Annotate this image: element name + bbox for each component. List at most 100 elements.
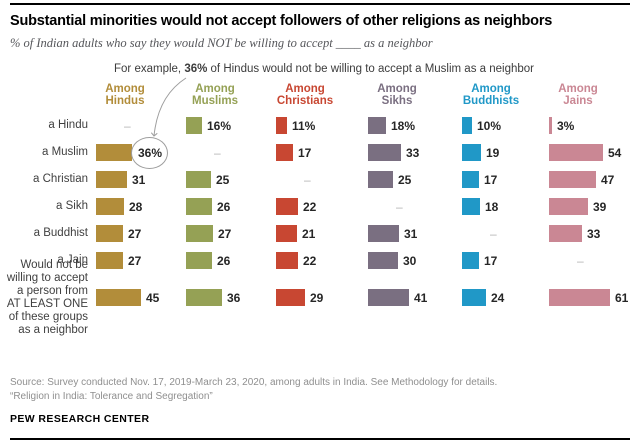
- column-header-line1: Among: [558, 83, 598, 95]
- bar-cell: 10%: [462, 117, 549, 134]
- bar: [368, 171, 393, 188]
- bar-cell: 22: [276, 198, 368, 215]
- bar-cell: 19: [462, 144, 549, 161]
- bar-value: 27: [128, 226, 142, 241]
- column-header-line2: Christians: [276, 95, 334, 107]
- bar-cell: 61: [549, 289, 639, 306]
- bar: [549, 117, 552, 134]
- chart-subtitle: % of Indian adults who say they would NO…: [10, 36, 433, 50]
- bar: [276, 144, 293, 161]
- bar-cell: 18: [462, 198, 549, 215]
- bar: [549, 171, 596, 188]
- column-header-line2: Hindus: [105, 95, 145, 107]
- bar-value: 54: [608, 145, 622, 160]
- bar-value: 19: [486, 145, 500, 160]
- bar-cell: 33: [368, 144, 462, 161]
- bar-cell: 16%: [186, 117, 276, 134]
- row-label: a Muslim: [41, 146, 88, 158]
- bar: [549, 289, 610, 306]
- bar-cell: 18%: [368, 117, 462, 134]
- note-prefix: For example,: [114, 63, 185, 75]
- column-header-line2: Muslims: [191, 95, 238, 107]
- bar-value: 17: [298, 145, 312, 160]
- column-headers: Among Hindus Among Muslims Among Christians…: [96, 83, 639, 107]
- column-header-line1: Among: [195, 83, 235, 95]
- source-note: Source: Survey conducted Nov. 17, 2019-M…: [10, 376, 497, 404]
- bar-cell: –: [549, 254, 639, 268]
- column-header-sikhs: Among Sikhs: [368, 83, 462, 107]
- bar-cell: 27: [186, 225, 276, 242]
- top-rule: [10, 3, 630, 5]
- bar-cell: –: [276, 173, 368, 187]
- source-line1: Source: Survey conducted Nov. 17, 2019-M…: [10, 377, 498, 388]
- bar-value: 28: [129, 199, 143, 214]
- row-label: a Christian: [33, 173, 88, 185]
- bar-cell: 17: [462, 171, 549, 188]
- bar-cell: 25: [186, 171, 276, 188]
- bar-value: 22: [303, 253, 317, 268]
- bar: [549, 198, 588, 215]
- row-label: a Hindu: [48, 119, 88, 131]
- bar: [186, 225, 213, 242]
- bar-cell: 54: [549, 144, 639, 161]
- row-label: a Sikh: [56, 200, 88, 212]
- bar: [368, 289, 409, 306]
- bar: [96, 252, 123, 269]
- bar-value: 31: [404, 226, 418, 241]
- bar-value: 45: [146, 290, 160, 305]
- bar-value: 26: [217, 253, 231, 268]
- bar-value: 18: [485, 199, 499, 214]
- row-label: a Jain: [57, 254, 88, 266]
- bar-value: 30: [403, 253, 417, 268]
- bar-cell: 27: [96, 252, 186, 269]
- bar: [368, 225, 399, 242]
- bar-value: 22: [303, 199, 317, 214]
- bar-value: 47: [601, 172, 615, 187]
- bar-cell: 3%: [549, 117, 639, 134]
- table-row-a-muslim: a Muslim 36% – 17 33 19 54: [0, 136, 639, 169]
- bar-cell: 30: [368, 252, 462, 269]
- bar-value: 25: [398, 172, 412, 187]
- bar-chart: Among Hindus Among Muslims Among Christians…: [0, 83, 639, 336]
- bar-cell: 47: [549, 171, 639, 188]
- bar: [96, 144, 132, 161]
- bar: [368, 252, 398, 269]
- bar-cell: 29: [276, 289, 368, 306]
- bar-cell: 27: [96, 225, 186, 242]
- bar: [462, 289, 486, 306]
- bar-value: 29: [310, 290, 324, 305]
- table-row-summary: Would not be willing to accept a person …: [0, 259, 639, 336]
- bar-cell: 41: [368, 289, 462, 306]
- table-row-a-jain: a Jain 27 26 22 30 17 –: [0, 247, 639, 274]
- column-header-line2: Sikhs: [381, 95, 413, 107]
- bar-value: 17: [484, 253, 498, 268]
- bar-cell: 33: [549, 225, 639, 242]
- bar-cell: 21: [276, 225, 368, 242]
- bar: [276, 289, 305, 306]
- bar: [462, 117, 472, 134]
- bar: [462, 144, 481, 161]
- bar: [368, 117, 386, 134]
- circled-bar-value: 36%: [130, 136, 169, 169]
- bar-cell: –: [96, 119, 186, 133]
- bar-value: 18%: [391, 118, 416, 133]
- column-header-line1: Among: [377, 83, 417, 95]
- bar-cell: 28: [96, 198, 186, 215]
- column-header-line1: Among: [471, 83, 511, 95]
- table-row-a-christian: a Christian 31 25 – 25 17 47: [0, 166, 639, 193]
- column-header-line2: Buddhists: [462, 95, 520, 107]
- bar-cell: 31: [96, 171, 186, 188]
- bar-value: 61: [615, 290, 629, 305]
- column-header-jains: Among Jains: [549, 83, 639, 107]
- bar-cell: 17: [462, 252, 549, 269]
- column-header-line1: Among: [105, 83, 145, 95]
- bar: [96, 171, 127, 188]
- bar-cell: 11%: [276, 117, 368, 134]
- bar: [186, 171, 211, 188]
- bar-cell: –: [368, 200, 462, 214]
- bar: [549, 225, 582, 242]
- bar-cell: 24: [462, 289, 549, 306]
- bar-cell: 45: [96, 289, 186, 306]
- bar: [462, 198, 480, 215]
